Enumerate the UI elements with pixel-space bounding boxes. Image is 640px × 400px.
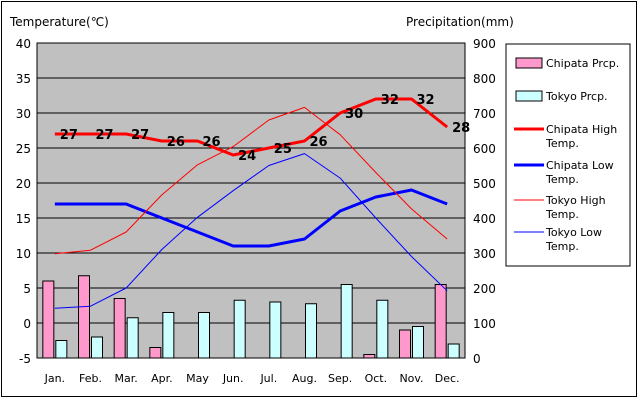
- x-tick-oct: Oct.: [365, 372, 388, 385]
- x-tick-nov: Nov.: [399, 372, 423, 385]
- tokyo-prcp-bar: [447, 343, 460, 359]
- grid-lines: [37, 42, 465, 359]
- tokyo-prcp-bar: [376, 299, 389, 359]
- x-tick-feb: Feb.: [79, 372, 102, 385]
- legend: Chipata Prcp.Tokyo Prcp.Chipata HighTemp…: [505, 43, 631, 267]
- legend-label: Tokyo High: [545, 194, 606, 207]
- y-left-tick: 0: [23, 317, 31, 331]
- y-left-axis-title: Temperature(℃): [9, 15, 109, 29]
- y-right-ticks: 900 800 700 600 500 400 300 200 100 0: [473, 37, 496, 366]
- x-tick-mar: Mar.: [115, 372, 138, 385]
- legend-label: Chipata High: [546, 123, 617, 136]
- y-right-tick: 300: [473, 247, 496, 261]
- legend-label: Temp.: [545, 208, 579, 221]
- plot-area: [36, 42, 466, 359]
- chipata-prcp-bar: [399, 329, 411, 359]
- chipata-high-label: 25: [274, 142, 292, 157]
- x-tick-may: May: [186, 372, 209, 385]
- y-left-tick: 40: [16, 37, 31, 51]
- y-right-tick: 100: [473, 317, 496, 331]
- legend-swatch: [515, 90, 543, 102]
- chipata-prcp-bar: [42, 280, 55, 359]
- x-tick-aug: Aug.: [292, 372, 317, 385]
- y-right-axis-title: Precipitation(mm): [406, 15, 514, 29]
- y-right-tick: 200: [473, 282, 496, 296]
- y-right-tick: 0: [473, 352, 481, 366]
- y-left-tick: 10: [16, 247, 31, 261]
- chipata-high-label: 30: [345, 107, 363, 122]
- chipata-prcp-bar: [363, 354, 376, 359]
- chipata-high-label: 27: [95, 128, 113, 143]
- x-tick-jul: Jul.: [259, 372, 277, 385]
- chipata-high-label: 26: [167, 135, 185, 150]
- chipata-high-label: 24: [238, 149, 256, 164]
- chipata-prcp-bar: [434, 284, 447, 359]
- chipata-low-temp-line: [54, 188, 448, 248]
- y-right-tick: 900: [473, 37, 496, 51]
- y-right-tick: 800: [473, 72, 496, 86]
- tokyo-prcp-bar: [198, 312, 210, 359]
- data-labels: 27 27 27 26 26 24 25 26 30 32 32 28: [60, 93, 470, 164]
- chipata-prcp-bar: [113, 298, 126, 359]
- legend-label: Temp.: [545, 240, 579, 253]
- y-left-tick: -5: [19, 352, 31, 366]
- chipata-prcp-bar: [149, 347, 162, 359]
- tokyo-prcp-bar: [162, 312, 175, 359]
- chipata-high-label: 27: [131, 128, 149, 143]
- chipata-high-label: 28: [452, 121, 470, 136]
- legend-label: Temp.: [545, 173, 579, 186]
- legend-label: Chipata Prcp.: [546, 57, 619, 70]
- y-left-tick: 15: [16, 212, 31, 226]
- y-left-ticks: 40 35 30 25 20 15 10 5 0 -5: [16, 37, 31, 366]
- chipata-high-label: 26: [202, 135, 220, 150]
- y-left-tick: 5: [23, 282, 31, 296]
- chipata-high-label: 26: [309, 135, 327, 150]
- y-right-tick: 400: [473, 212, 496, 226]
- tokyo-prcp-bar: [340, 284, 353, 359]
- chipata-prcp-bar: [78, 275, 90, 359]
- x-tick-sep: Sep.: [328, 372, 352, 385]
- y-right-tick: 500: [473, 177, 496, 191]
- chipata-high-label: 32: [381, 93, 399, 108]
- precipitation-bars: [42, 275, 460, 359]
- x-ticks: Jan. Feb. Mar. Apr. May Jun. Jul. Aug. Sep. Oct. N…: [44, 372, 460, 385]
- legend-label: Temp.: [545, 137, 579, 150]
- tokyo-prcp-bar: [269, 301, 282, 359]
- y-left-tick: 30: [16, 107, 31, 121]
- tokyo-prcp-bar: [126, 317, 139, 359]
- legend-swatch: [515, 57, 543, 69]
- chipata-high-label: 32: [416, 93, 434, 108]
- chipata-high-temp-line: [54, 97, 449, 157]
- y-left-tick: 20: [16, 177, 31, 191]
- x-tick-apr: Apr.: [151, 372, 173, 385]
- tokyo-low-temp-line: [54, 153, 448, 309]
- tokyo-prcp-bar: [305, 303, 317, 359]
- legend-label: Chipata Low: [546, 159, 614, 172]
- tokyo-prcp-bar: [55, 340, 68, 359]
- legend-label: Tokyo Low: [545, 226, 602, 239]
- temperature-lines: [54, 97, 449, 309]
- legend-box: [505, 43, 631, 267]
- y-left-tick: 25: [16, 142, 31, 156]
- x-tick-jan: Jan.: [44, 372, 65, 385]
- y-left-tick: 35: [16, 72, 31, 86]
- tokyo-prcp-bar: [91, 336, 103, 359]
- x-tick-dec: Dec.: [435, 372, 460, 385]
- y-right-tick: 700: [473, 107, 496, 121]
- chipata-high-label: 27: [60, 128, 78, 143]
- legend-label: Tokyo Prcp.: [545, 90, 608, 103]
- tokyo-high-temp-line: [54, 106, 448, 255]
- x-tick-jun: Jun.: [222, 372, 244, 385]
- tokyo-prcp-bar: [233, 299, 246, 359]
- y-right-tick: 600: [473, 142, 496, 156]
- tokyo-prcp-bar: [412, 326, 424, 359]
